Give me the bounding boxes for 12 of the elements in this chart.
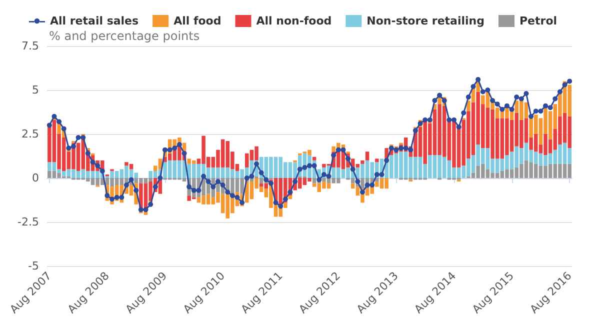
y-tick-label: 5 bbox=[32, 84, 39, 96]
y-tick-label: 0 bbox=[32, 172, 39, 184]
legend-label: Petrol bbox=[519, 14, 558, 28]
y-tick-label: -5 bbox=[28, 260, 39, 272]
legend-label: Non-store retailing bbox=[366, 14, 484, 28]
y-tick-label: 2.5 bbox=[22, 128, 39, 140]
y-tick-label: -2.5 bbox=[18, 216, 39, 228]
legend-label: All retail sales bbox=[50, 14, 140, 28]
y-tick-label: 7.5 bbox=[22, 40, 39, 52]
legend-label: All non-food bbox=[256, 14, 332, 28]
y-axis-title: % and percentage points bbox=[49, 29, 200, 43]
legend-label: All food bbox=[174, 14, 222, 28]
